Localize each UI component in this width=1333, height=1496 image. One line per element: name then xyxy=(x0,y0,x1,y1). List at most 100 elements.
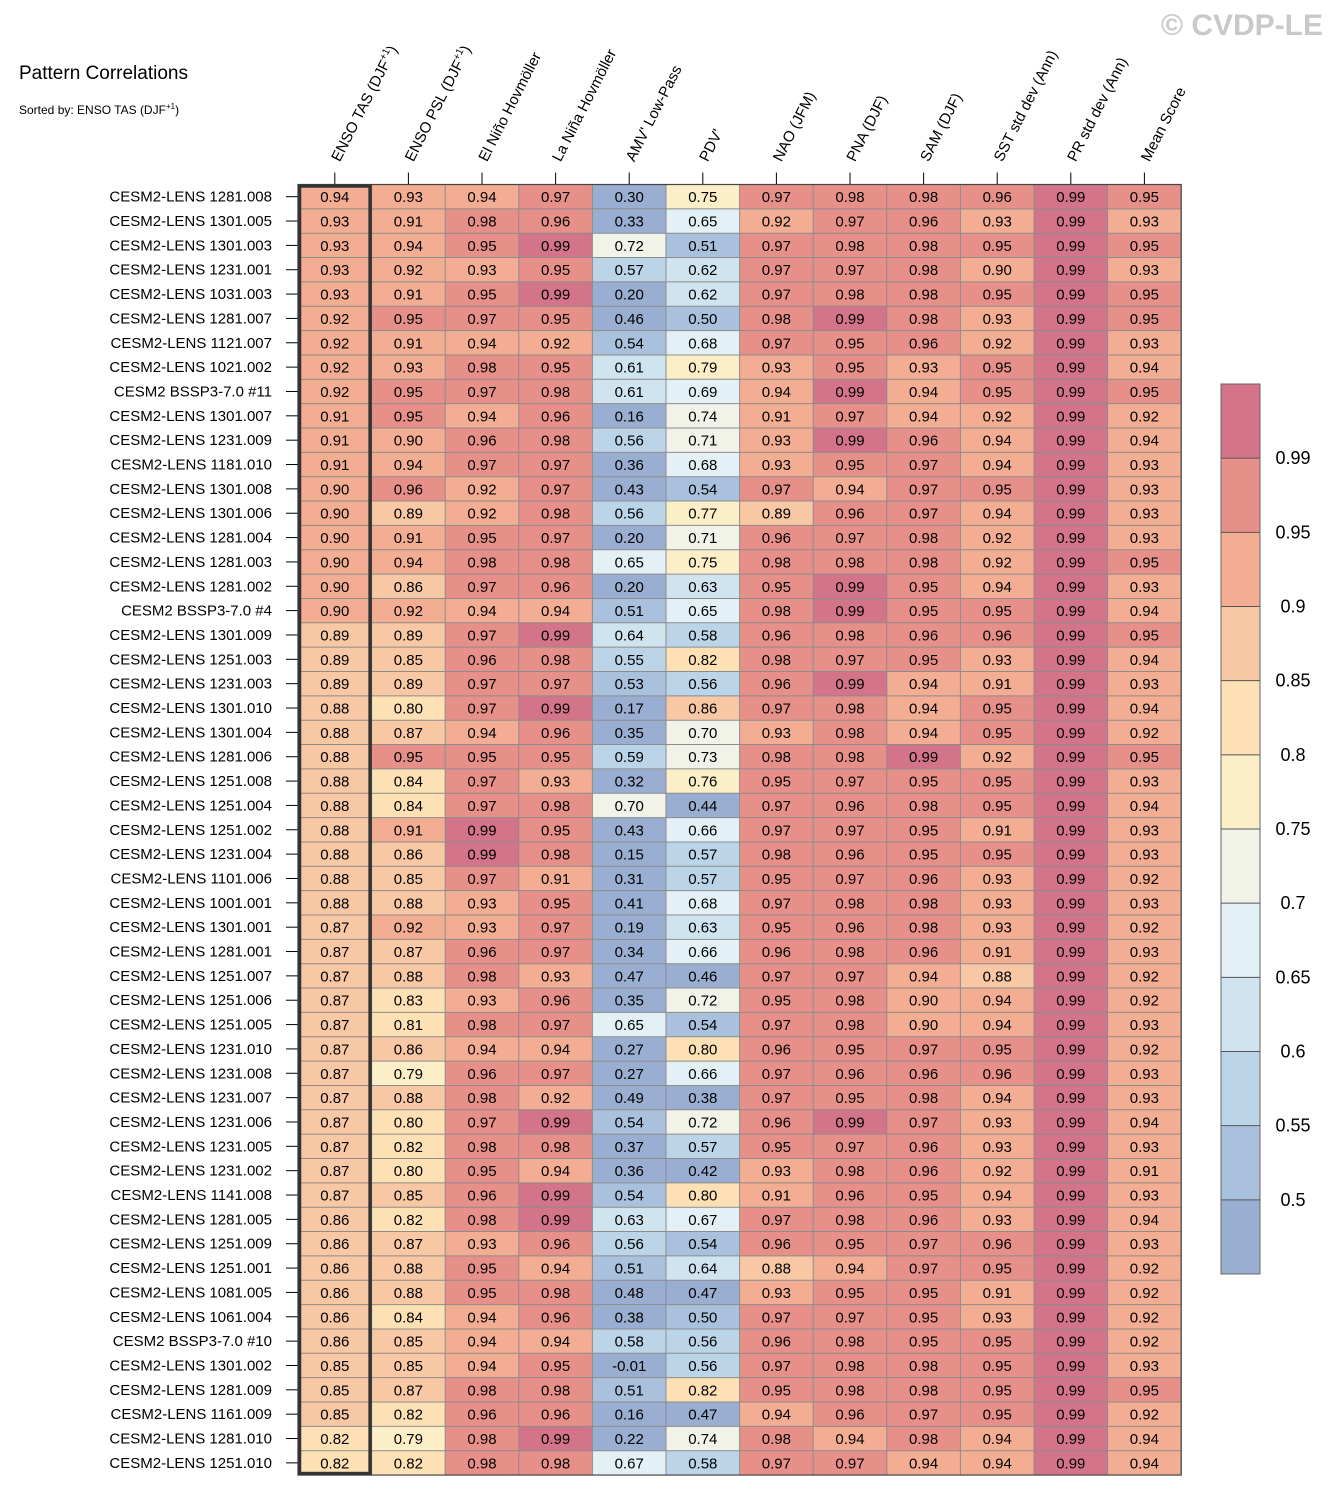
heatmap-cell xyxy=(1107,501,1182,526)
heatmap-cell xyxy=(666,1280,740,1305)
row-label: CESM2 BSSP3-7.0 #4 xyxy=(121,603,272,620)
heatmap-cell xyxy=(1034,233,1108,258)
heatmap-cell xyxy=(592,184,666,209)
heatmap-cell xyxy=(445,1207,519,1232)
heatmap-cell xyxy=(666,1402,740,1427)
cell-value: 0.99 xyxy=(1056,1066,1085,1083)
cell-value: 0.93 xyxy=(1130,214,1159,231)
heatmap-cell xyxy=(1034,476,1108,502)
heatmap-cell xyxy=(1107,939,1182,964)
cell-value: 0.85 xyxy=(394,871,423,888)
heatmap-cell xyxy=(298,793,372,818)
cell-value: 0.99 xyxy=(1056,530,1085,547)
heatmap-cell xyxy=(518,671,593,696)
cell-value: 0.91 xyxy=(983,944,1012,961)
cell-value: 0.70 xyxy=(615,798,644,815)
cell-value: 0.99 xyxy=(541,627,570,644)
colorbar-bin xyxy=(1221,532,1260,607)
cell-value: 0.97 xyxy=(541,1066,570,1083)
cell-value: 0.99 xyxy=(1056,1114,1085,1131)
cell-value: 0.95 xyxy=(762,993,791,1010)
cell-value: 0.82 xyxy=(320,1431,349,1448)
cell-value: 0.99 xyxy=(1056,408,1085,425)
cell-value: 0.53 xyxy=(615,676,644,693)
heatmap-cell xyxy=(813,671,887,696)
heatmap-cell xyxy=(592,915,666,940)
cell-value: 0.98 xyxy=(762,603,791,620)
heatmap-cell xyxy=(371,476,446,502)
heatmap-cell xyxy=(960,1426,1034,1451)
cell-value: 0.87 xyxy=(394,1236,423,1253)
cell-value: 0.90 xyxy=(320,530,349,547)
heatmap-cell xyxy=(960,744,1034,769)
cell-value: 0.75 xyxy=(688,554,717,571)
heatmap-cell xyxy=(666,671,740,696)
cell-value: 0.97 xyxy=(467,774,496,791)
heatmap-cell xyxy=(298,1377,372,1402)
heatmap-cell xyxy=(592,768,666,794)
heatmap-cell xyxy=(518,1085,593,1110)
heatmap-cell xyxy=(813,306,887,331)
cell-value: 0.94 xyxy=(983,457,1012,474)
cell-value: 0.98 xyxy=(909,262,938,279)
cell-value: 0.98 xyxy=(909,895,938,912)
cell-value: 0.93 xyxy=(983,1114,1012,1131)
heatmap-cell xyxy=(1034,184,1108,209)
heatmap-cell xyxy=(1034,1377,1108,1402)
row-label: CESM2-LENS 1161.009 xyxy=(111,1406,272,1423)
cell-value: 0.88 xyxy=(394,1285,423,1302)
heatmap-cell xyxy=(739,866,814,891)
cell-value: 0.95 xyxy=(762,1382,791,1399)
cell-value: 0.95 xyxy=(983,603,1012,620)
heatmap-cell xyxy=(445,208,519,234)
cell-value: 0.67 xyxy=(688,1212,717,1229)
heatmap-cell xyxy=(813,793,887,818)
cell-value: 0.93 xyxy=(320,262,349,279)
cell-value: 0.92 xyxy=(983,1163,1012,1180)
cell-value: 0.20 xyxy=(615,579,644,596)
heatmap-cell xyxy=(298,671,372,696)
cell-value: 0.97 xyxy=(909,1041,938,1058)
heatmap-cell xyxy=(592,306,666,331)
heatmap-cell xyxy=(886,428,961,453)
heatmap-cell xyxy=(1034,817,1108,842)
heatmap-cell xyxy=(739,1377,814,1402)
heatmap-cell xyxy=(298,890,372,915)
cell-value: 0.98 xyxy=(541,847,570,864)
column-label: El Niño Hovmöller xyxy=(475,50,545,165)
cell-value: 0.86 xyxy=(320,1212,349,1229)
cell-value: 0.43 xyxy=(615,481,644,498)
cell-value: 0.41 xyxy=(615,895,644,912)
heatmap-cell xyxy=(666,501,740,526)
cell-value: 0.85 xyxy=(394,1358,423,1375)
cell-value: 0.96 xyxy=(394,481,423,498)
row-label: CESM2-LENS 1231.006 xyxy=(109,1114,272,1131)
heatmap-cell xyxy=(813,1158,887,1183)
heatmap-cell xyxy=(1107,1207,1182,1232)
heatmap-cell xyxy=(1034,671,1108,696)
heatmap-cell xyxy=(666,379,740,404)
cell-value: 0.93 xyxy=(983,214,1012,231)
cell-value: 0.93 xyxy=(1130,944,1159,961)
cell-value: 0.96 xyxy=(909,335,938,352)
cell-value: 0.71 xyxy=(688,530,717,547)
cell-value: 0.95 xyxy=(394,311,423,328)
cell-value: 0.94 xyxy=(909,1455,938,1472)
cell-value: 0.97 xyxy=(541,1017,570,1034)
heatmap-cell xyxy=(886,817,961,842)
cell-value: 0.96 xyxy=(909,944,938,961)
cell-value: 0.97 xyxy=(467,1114,496,1131)
heatmap-cell xyxy=(592,1061,666,1086)
cell-value: 0.85 xyxy=(320,1358,349,1375)
heatmap-cell xyxy=(666,1231,740,1256)
cell-value: 0.95 xyxy=(983,774,1012,791)
heatmap-cell xyxy=(518,1134,593,1159)
heatmap-cell xyxy=(371,208,446,234)
cell-value: 0.74 xyxy=(688,408,717,425)
heatmap-cell xyxy=(1107,257,1182,282)
colorbar-label: 0.55 xyxy=(1275,1116,1310,1136)
cell-value: 0.95 xyxy=(1130,1382,1159,1399)
cell-value: 0.97 xyxy=(835,968,864,985)
heatmap-cell xyxy=(1107,1450,1182,1476)
cell-value: 0.82 xyxy=(688,652,717,669)
